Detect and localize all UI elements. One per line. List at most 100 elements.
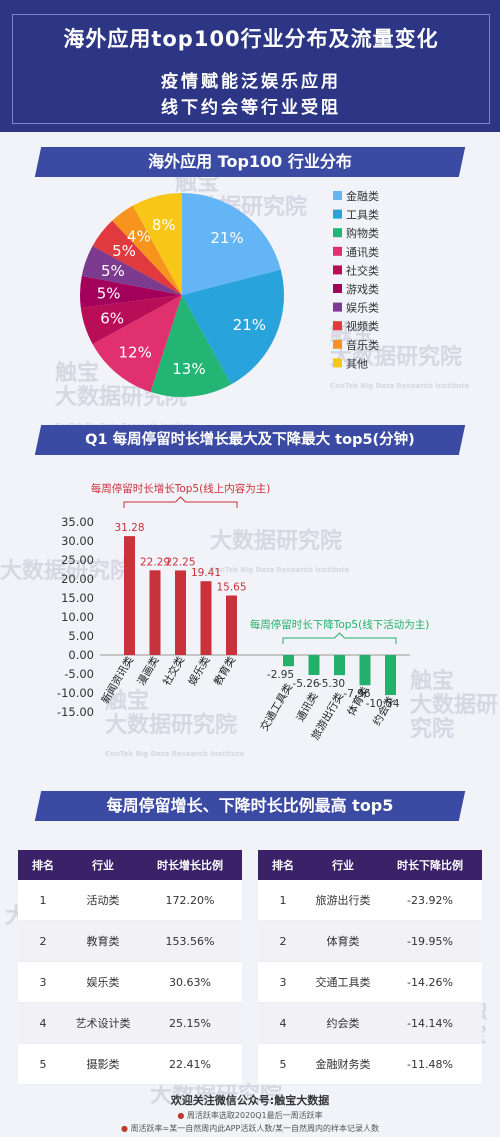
pie-slice — [182, 269, 284, 385]
column-header: 时长下降比例 — [397, 859, 463, 872]
table-row: 2 体育类 -19.95% — [258, 921, 482, 962]
pie-slice-label: 5% — [112, 242, 136, 260]
table-row: 4 约会类 -14.14% — [258, 1003, 482, 1044]
pie-slice-label: 5% — [97, 285, 121, 303]
page-subtitle-2: 线下约会等行业受阻 — [161, 98, 341, 118]
y-tick-label: 30.00 — [61, 534, 94, 548]
pie-slice — [81, 245, 182, 295]
legend-label: 娱乐类 — [346, 301, 379, 315]
table-row: 5 金融财务类 -11.48% — [258, 1044, 482, 1085]
footer-note: 周活跃率=某一自然周内此APP活跃人数/某一自然周内的样本记录人数 — [0, 1123, 500, 1134]
bar — [226, 595, 237, 655]
column-header: 时长增长比例 — [157, 859, 223, 872]
legend-label: 购物类 — [346, 226, 379, 240]
table-row: 3 交通工具类 -14.26% — [258, 962, 482, 1003]
legend-swatch — [333, 246, 342, 256]
category-label: 漫画类 — [135, 654, 162, 688]
category-label: 社交类 — [160, 654, 187, 688]
legend-swatch — [333, 284, 342, 293]
legend-swatch — [333, 228, 342, 238]
bar — [359, 655, 371, 686]
group-label: 每周停留时长增长Top5(线上内容为主) — [91, 482, 271, 495]
pie-slice — [150, 295, 232, 397]
category-label: 交通工具类 — [258, 681, 296, 733]
bar-value-label: 31.28 — [114, 522, 144, 534]
bar-value-label: -7.96 — [343, 688, 370, 700]
legend-label: 工具类 — [346, 208, 379, 222]
decline-table: 排名 行业 时长下降比例 1 旅游出行类 -23.92% 2 体育类 -19.95% 3… — [258, 850, 482, 1085]
column-header: 行业 — [332, 859, 354, 872]
pie-slice-label: 13% — [172, 360, 205, 378]
column-header: 行业 — [92, 859, 114, 872]
legend-label: 通讯类 — [346, 245, 379, 259]
y-tick-label: 20.00 — [61, 572, 94, 586]
footer: 欢迎关注微信公众号:触宝大数据 周活跃率选取2020Q1最后一周活跃率 周活跃率… — [0, 1092, 500, 1134]
pie-slice — [112, 205, 182, 295]
category-label: 娱乐类 — [186, 654, 213, 688]
table-row: 1 旅游出行类 -23.92% — [258, 880, 482, 921]
bar — [334, 655, 345, 676]
legend-label: 金融类 — [346, 189, 379, 203]
table-row: 3 娱乐类 30.63% — [18, 962, 242, 1003]
pie-slice-label: 5% — [101, 262, 125, 280]
bar — [283, 655, 294, 667]
y-tick-label: 0.00 — [68, 648, 94, 662]
pie-slice-label: 12% — [119, 344, 152, 362]
y-tick-label: -10.00 — [57, 686, 94, 700]
table-row: 4 艺术设计类 25.15% — [18, 1003, 242, 1044]
legend-swatch — [333, 209, 342, 219]
bar-value-label: -5.30 — [318, 678, 345, 690]
category-label: 通讯类 — [294, 690, 321, 724]
footer-follow-text: 欢迎关注微信公众号:触宝大数据 — [170, 1094, 330, 1107]
y-tick-label: 15.00 — [61, 591, 94, 605]
y-tick-label: 25.00 — [61, 553, 94, 567]
table-header: 排名 行业 时长下降比例 — [258, 850, 482, 880]
pie-slice-label: 21% — [210, 229, 243, 247]
section-3-title: 每周停留增长、下降时长比例最高 top5 — [106, 796, 394, 815]
bar-chart: 35.00 30.00 25.00 20.00 15.00 10.00 5.00 0.00 -5… — [57, 482, 430, 742]
bar — [308, 655, 320, 675]
pie-slice — [92, 220, 182, 295]
bar — [200, 581, 212, 655]
legend-swatch — [333, 339, 342, 349]
category-label: 教育类 — [211, 654, 238, 688]
table-header: 排名 行业 时长增长比例 — [18, 850, 242, 880]
legend-label: 其他 — [346, 357, 368, 370]
bar-value-label: 15.65 — [216, 582, 246, 594]
legend-swatch — [333, 302, 342, 312]
table-row: 2 教育类 153.56% — [18, 921, 242, 962]
header-banner: 海外应用top100行业分布及流量变化 疫情赋能泛娱乐应用 线下约会等行业受阻 — [0, 0, 500, 132]
legend-swatch — [333, 321, 342, 331]
page-title: 海外应用top100行业分布及流量变化 — [63, 27, 439, 51]
pie-slice — [80, 275, 182, 308]
pie-slice-label: 4% — [127, 228, 151, 246]
category-label: 新闻资讯类 — [99, 654, 137, 706]
y-tick-label: 35.00 — [61, 515, 94, 529]
table-row: 1 活动类 172.20% — [18, 880, 242, 921]
legend-swatch — [333, 358, 342, 368]
legend-label: 游戏类 — [346, 282, 379, 296]
bar — [149, 570, 161, 655]
legend-swatch — [333, 191, 342, 200]
legend-label: 音乐类 — [346, 338, 379, 352]
footer-note: 周活跃率选取2020Q1最后一周活跃率 — [0, 1110, 500, 1121]
pie-slice — [80, 295, 182, 345]
page-subtitle-1: 疫情赋能泛娱乐应用 — [161, 72, 341, 92]
pie-chart: 21%21%13%12%6%5%5%5%4%8% 金融类工具类购物类通讯类社交类… — [80, 189, 379, 397]
bar-value-label: 22.29 — [140, 556, 170, 568]
section-2-title: Q1 每周停留时长增长最大及下降最大 top5(分钟) — [85, 432, 415, 448]
pie-slice — [132, 193, 182, 295]
pie-slice-label: 8% — [152, 216, 176, 234]
bar-value-label: -5.26 — [292, 678, 319, 690]
growth-table: 排名 行业 时长增长比例 1 活动类 172.20% 2 教育类 153.56% 3 娱乐… — [18, 850, 242, 1085]
y-tick-label: -15.00 — [57, 705, 94, 719]
bar — [124, 536, 135, 655]
y-tick-label: 10.00 — [61, 610, 94, 624]
column-header: 排名 — [272, 859, 294, 872]
section-1-title: 海外应用 Top100 行业分布 — [148, 152, 352, 171]
pie-slice-label: 21% — [233, 316, 266, 334]
group-label: 每周停留时长下降Top5(线下活动为主) — [250, 618, 430, 631]
group-bracket — [123, 496, 238, 508]
pie-slice-label: 6% — [100, 310, 124, 328]
pie-slice — [182, 193, 281, 295]
